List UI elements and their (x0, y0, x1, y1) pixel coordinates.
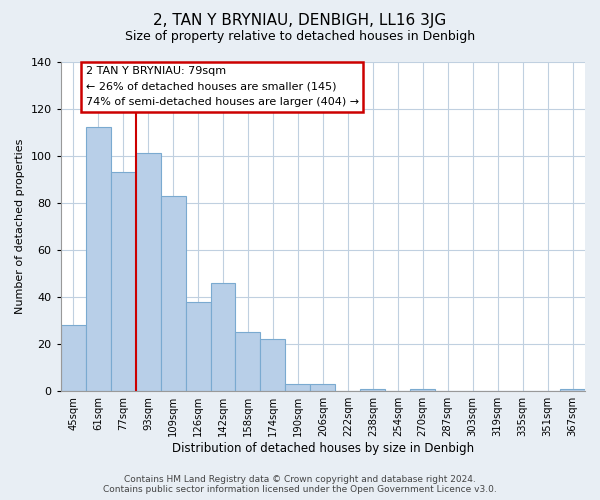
Bar (560, 389, 585, 391)
Bar (410, 389, 435, 391)
Bar (185, 302, 211, 391)
Text: 2 TAN Y BRYNIAU: 79sqm
← 26% of detached houses are smaller (145)
74% of semi-de: 2 TAN Y BRYNIAU: 79sqm ← 26% of detached… (86, 66, 359, 108)
Bar (260, 340, 286, 391)
Bar (61, 326, 86, 391)
Text: Contains HM Land Registry data © Crown copyright and database right 2024.
Contai: Contains HM Land Registry data © Crown c… (103, 474, 497, 494)
Bar (310, 384, 335, 391)
Text: 2, TAN Y BRYNIAU, DENBIGH, LL16 3JG: 2, TAN Y BRYNIAU, DENBIGH, LL16 3JG (154, 12, 446, 28)
Text: Size of property relative to detached houses in Denbigh: Size of property relative to detached ho… (125, 30, 475, 43)
X-axis label: Distribution of detached houses by size in Denbigh: Distribution of detached houses by size … (172, 442, 474, 455)
Bar (286, 384, 310, 391)
Bar (361, 389, 385, 391)
Bar (136, 154, 161, 391)
Y-axis label: Number of detached properties: Number of detached properties (15, 138, 25, 314)
Bar (161, 196, 185, 391)
Bar (86, 128, 110, 391)
Bar (235, 332, 260, 391)
Bar (110, 172, 136, 391)
Bar (211, 283, 235, 391)
